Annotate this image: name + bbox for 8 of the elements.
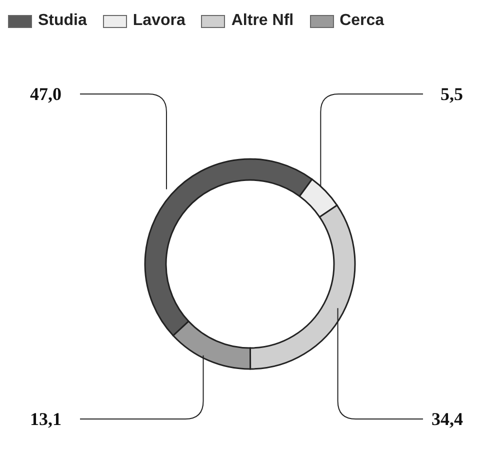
legend-label: Cerca	[338, 12, 384, 30]
data-label: 34,4	[432, 409, 463, 429]
data-label: 13,1	[30, 409, 62, 429]
legend-label: Altre Nfl	[230, 12, 294, 30]
legend-label: Lavora	[132, 12, 186, 30]
data-label: 47,0	[30, 84, 62, 104]
data-label: 5,5	[440, 84, 463, 104]
legend-label: Studia	[37, 12, 87, 30]
